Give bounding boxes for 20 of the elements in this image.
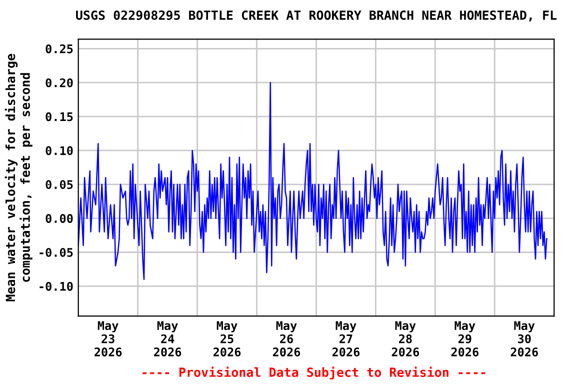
x-tick-label: May 28 2026: [392, 321, 420, 356]
x-tick-label: May 24 2026: [154, 321, 182, 356]
y-tick-label: -0.05: [40, 248, 73, 257]
x-tick-label: May 25 2026: [213, 321, 241, 356]
chart-title: USGS 022908295 BOTTLE CREEK AT ROOKERY BRANCH NEAR HOMESTEAD, FL: [76, 10, 557, 22]
text: ---- Provisional Data Subject to Revision ----: [142, 366, 486, 380]
y-axis-title: Mean water velocity for discharge computation, feet per second: [4, 54, 32, 302]
y-tick-label: 0.20: [46, 78, 73, 88]
y-tick-label: 0.25: [46, 44, 73, 54]
y-tick-label: 0.00: [46, 214, 73, 223]
y-tick-label: 0.15: [46, 112, 73, 122]
line-series: [78, 82, 548, 280]
x-tick-label: May 27 2026: [332, 321, 360, 356]
y-tick-label: -0.10: [40, 282, 73, 291]
y-tick-label: 0.05: [46, 180, 73, 190]
x-tick-label: May 26 2026: [272, 321, 300, 356]
x-tick-label: May 30 2026: [510, 321, 538, 356]
x-tick-label: May 29 2026: [451, 321, 478, 356]
y-tick-label: 0.10: [46, 146, 73, 156]
x-tick-label: May 23 2026: [94, 321, 122, 356]
